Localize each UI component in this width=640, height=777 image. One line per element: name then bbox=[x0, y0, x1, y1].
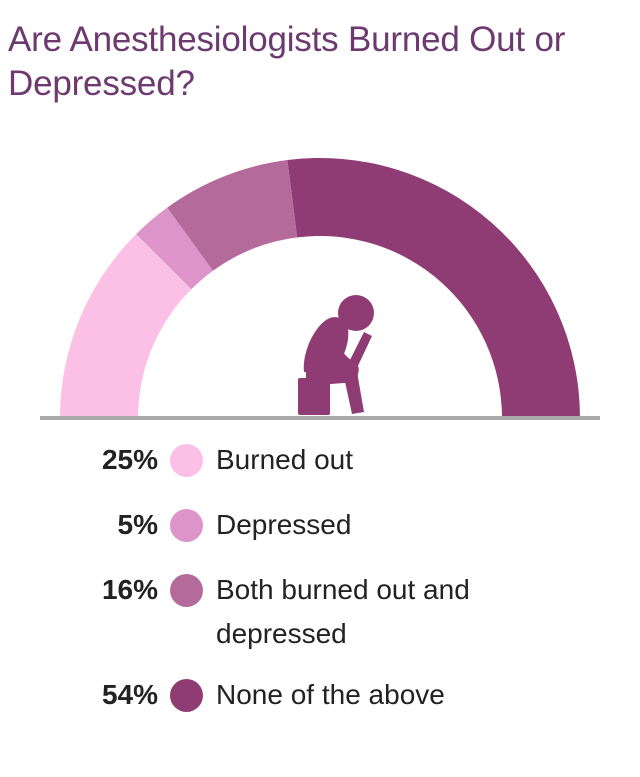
pie-slice bbox=[287, 158, 580, 418]
pie-slice bbox=[167, 160, 298, 271]
legend-label: Both burned out and depressed bbox=[216, 574, 470, 649]
legend-label: Depressed bbox=[216, 509, 352, 540]
legend-label: None of the above bbox=[216, 679, 445, 710]
chart-title: Are Anesthesiologists Burned Out or Depr… bbox=[8, 20, 566, 103]
depressed-person-icon bbox=[298, 295, 374, 415]
chart-slices bbox=[60, 158, 580, 418]
legend-value: 16% bbox=[101, 574, 158, 605]
pie-slice bbox=[136, 207, 214, 290]
legend-swatch bbox=[170, 679, 203, 712]
legend-value: 54% bbox=[101, 679, 158, 710]
legend-value: 5% bbox=[117, 509, 158, 540]
legend-label: Burned out bbox=[216, 444, 353, 475]
legend-value: 25% bbox=[101, 444, 158, 475]
semicircle-donut-chart bbox=[40, 158, 600, 420]
legend-swatch bbox=[170, 574, 203, 607]
legend-swatch bbox=[170, 509, 203, 542]
pie-slice bbox=[60, 234, 192, 418]
legend-swatch bbox=[170, 444, 203, 477]
